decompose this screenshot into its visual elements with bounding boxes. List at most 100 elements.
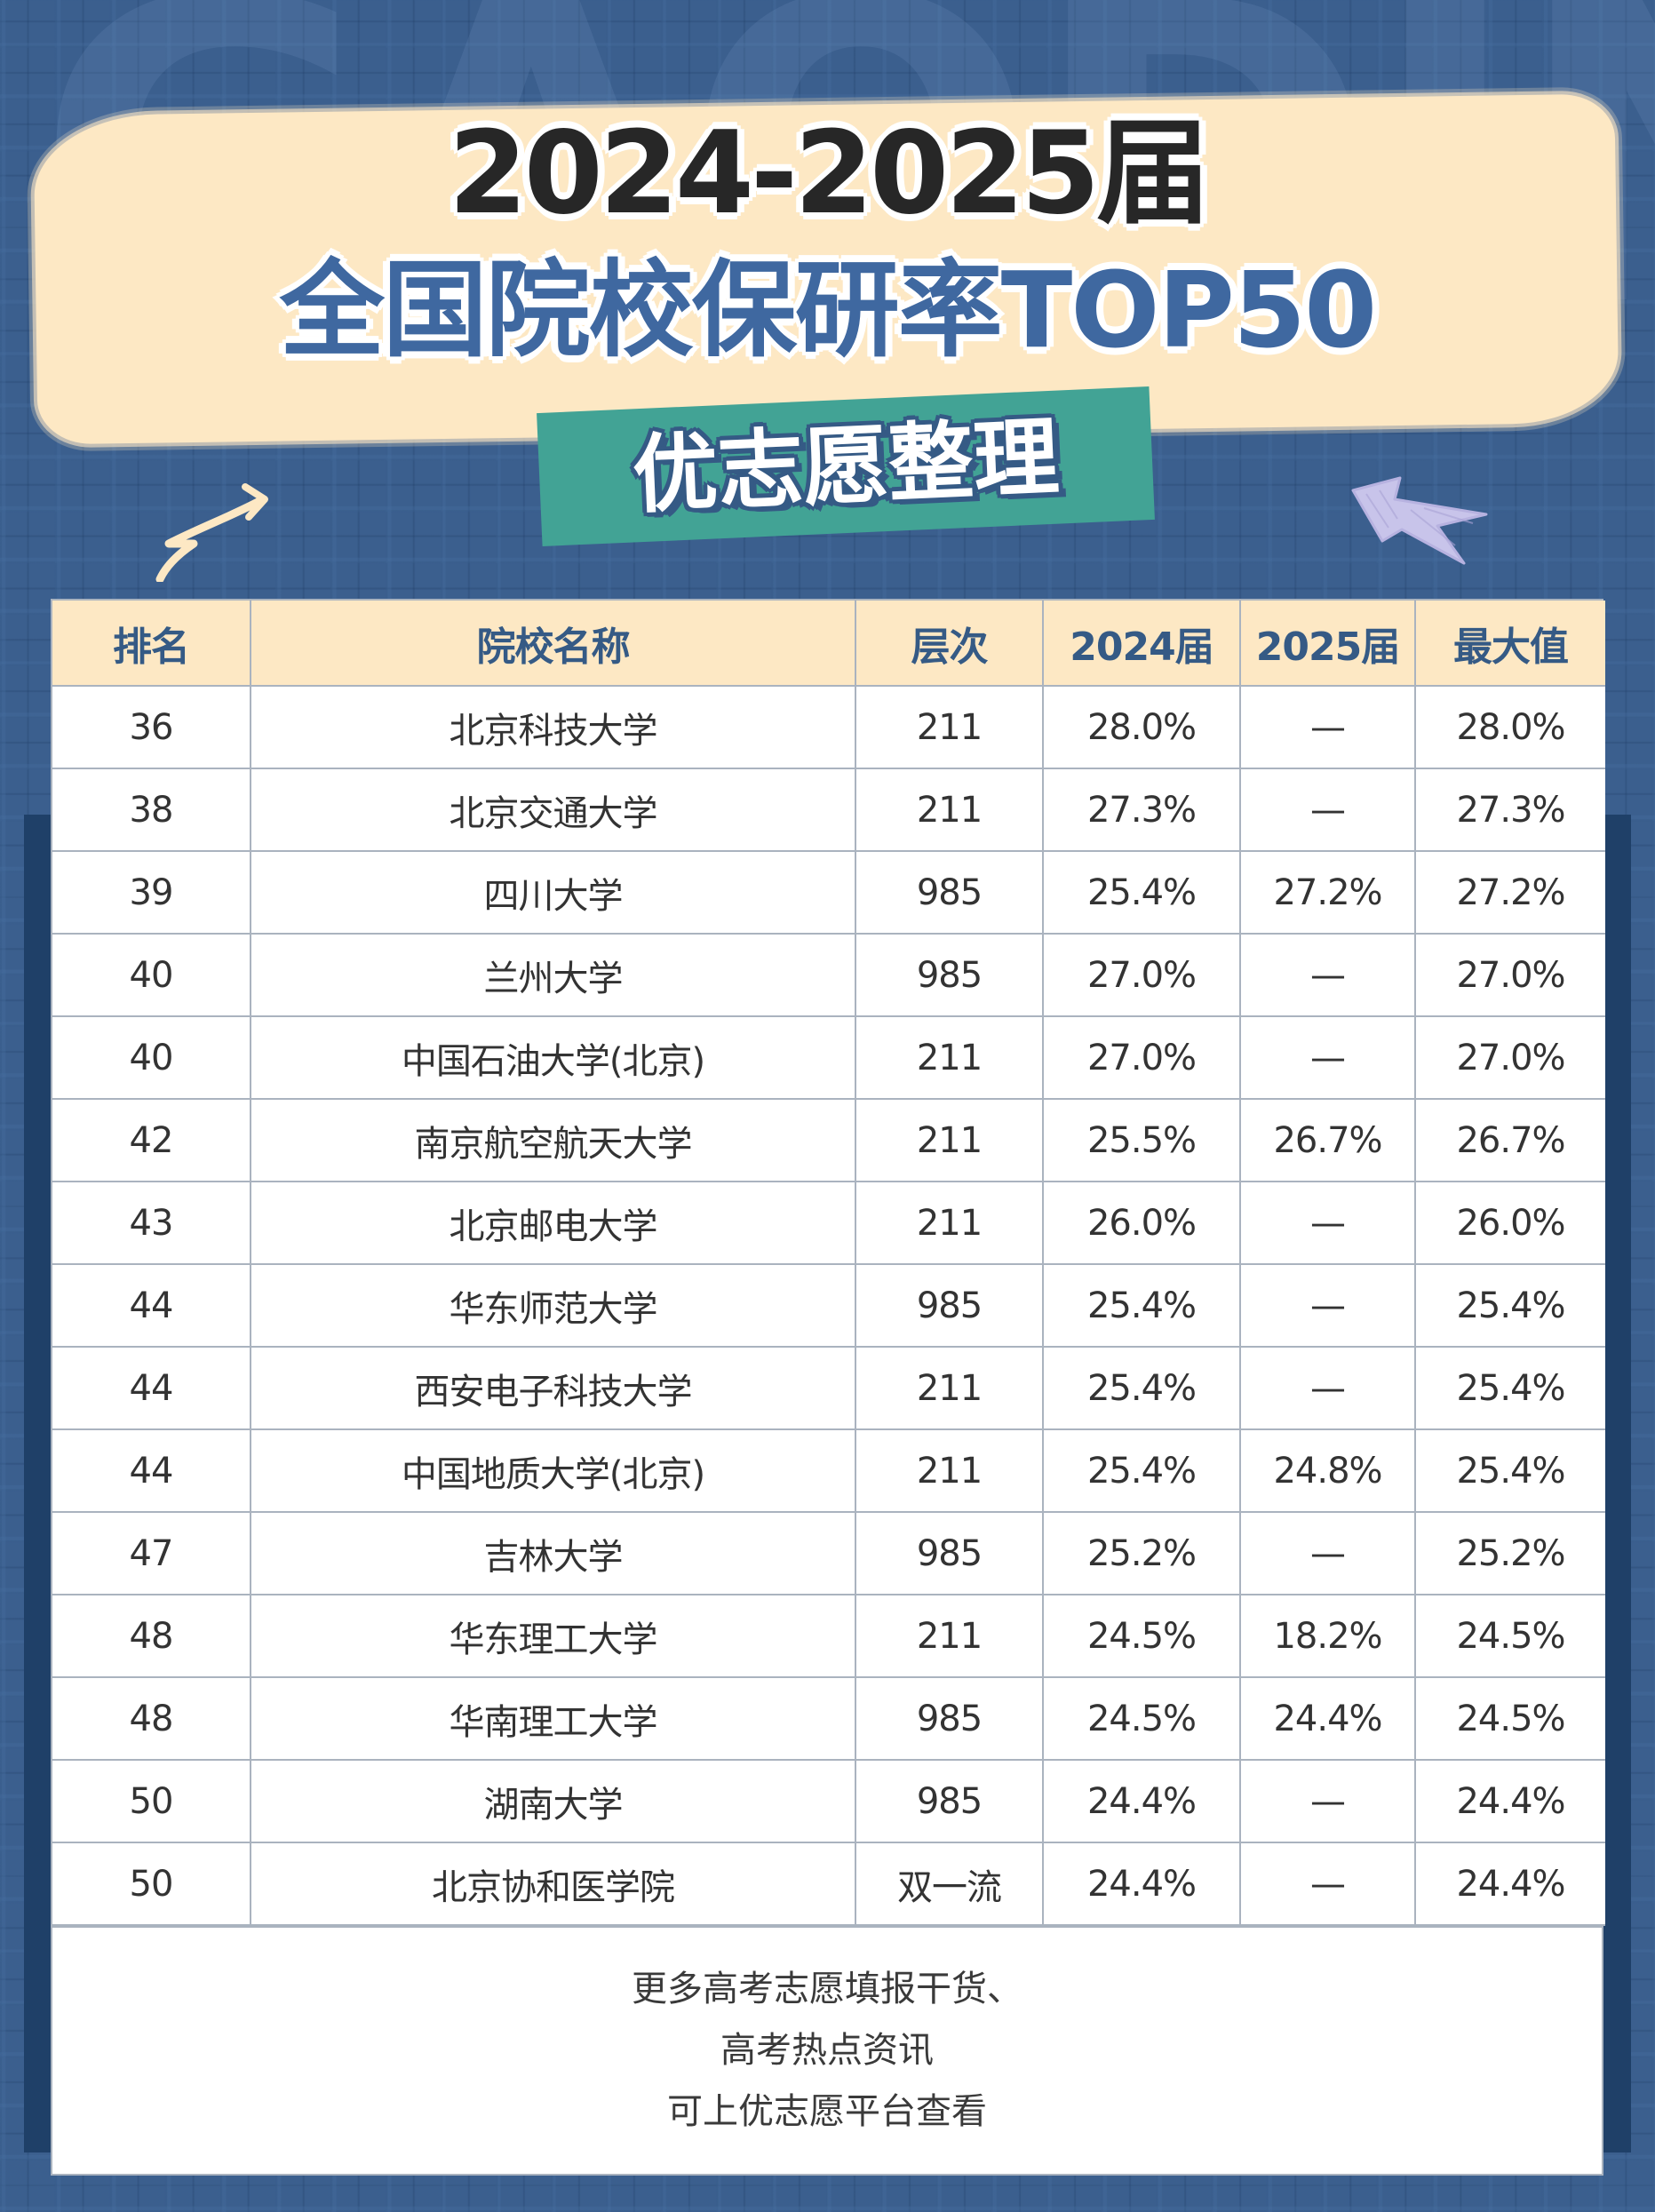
cell-level: 211 — [855, 685, 1044, 769]
cell-rank: 47 — [52, 1511, 251, 1595]
table-row: 36 北京科技大学 211 28.0% —28.0% — [52, 685, 1605, 769]
table-row: 50 北京协和医学院 双一流 24.4% —24.4% — [52, 1842, 1605, 1926]
cell-rank: 40 — [52, 933, 251, 1017]
source-badge: 优志愿整理 — [537, 386, 1155, 546]
cell-rank: 50 — [52, 1759, 251, 1843]
cell-level: 985 — [855, 850, 1044, 935]
cell-school: 北京协和医学院 — [250, 1842, 856, 1926]
column-header-max: 最大值 — [1414, 601, 1605, 687]
cell-max: 26.0% — [1414, 1181, 1605, 1265]
cell-2025: — — [1239, 768, 1416, 852]
table-row: 43 北京邮电大学 211 26.0% —26.0% — [52, 1181, 1605, 1265]
cell-2024: 27.3% — [1042, 768, 1241, 852]
cell-rank: 42 — [52, 1098, 251, 1182]
cell-2025: — — [1239, 1263, 1416, 1348]
cell-max: 24.5% — [1414, 1676, 1605, 1761]
cell-school: 南京航空航天大学 — [250, 1098, 856, 1182]
cell-level: 双一流 — [855, 1842, 1044, 1926]
cell-rank: 48 — [52, 1594, 251, 1678]
table-row: 44 华东师范大学 985 25.4% —25.4% — [52, 1263, 1605, 1348]
cell-level: 211 — [855, 1428, 1044, 1513]
cell-max: 25.4% — [1414, 1428, 1605, 1513]
cell-school: 兰州大学 — [250, 933, 856, 1017]
cell-max: 27.3% — [1414, 768, 1605, 852]
cell-2024: 24.5% — [1042, 1594, 1241, 1678]
ranking-table: 排名 院校名称 层次 2024届 2025届 最大值 36 北京科技大学 211 28… — [52, 601, 1605, 1926]
cell-level: 211 — [855, 768, 1044, 852]
cell-2025: — — [1239, 1346, 1416, 1430]
cell-2024: 25.4% — [1042, 1263, 1241, 1348]
cell-school: 西安电子科技大学 — [250, 1346, 856, 1430]
cell-2024: 25.5% — [1042, 1098, 1241, 1182]
cell-rank: 40 — [52, 1015, 251, 1100]
cell-max: 24.4% — [1414, 1759, 1605, 1843]
cell-2025: — — [1239, 1759, 1416, 1843]
table-row: 39 四川大学 985 25.4% 27.2% 27.2% — [52, 850, 1605, 935]
table-row: 44 西安电子科技大学 211 25.4% —25.4% — [52, 1346, 1605, 1430]
column-header-school: 院校名称 — [250, 601, 856, 687]
squiggle-arrow-icon — [155, 483, 268, 582]
cell-max: 27.2% — [1414, 850, 1605, 935]
cell-level: 211 — [855, 1181, 1044, 1265]
cell-rank: 50 — [52, 1842, 251, 1926]
cell-2024: 27.0% — [1042, 1015, 1241, 1100]
cell-school: 华东师范大学 — [250, 1263, 856, 1348]
cell-school: 北京邮电大学 — [250, 1181, 856, 1265]
cell-2025: — — [1239, 1015, 1416, 1100]
cell-2025: — — [1239, 1511, 1416, 1595]
table-header-row: 排名 院校名称 层次 2024届 2025届 最大值 — [52, 601, 1605, 687]
cell-2024: 25.4% — [1042, 1346, 1241, 1430]
cell-2024: 26.0% — [1042, 1181, 1241, 1265]
cell-2025: 24.8% — [1239, 1428, 1416, 1513]
column-header-2025: 2025届 — [1239, 601, 1416, 687]
footer-note: 更多高考志愿填报干货、 高考热点资讯 可上优志愿平台查看 — [52, 1926, 1602, 2174]
cell-school: 北京交通大学 — [250, 768, 856, 852]
page-title: 全国院校保研率TOP50 — [279, 249, 1378, 371]
pointer-arrow-icon — [1351, 476, 1488, 565]
cell-rank: 44 — [52, 1428, 251, 1513]
cell-2024: 24.5% — [1042, 1676, 1241, 1761]
cell-school: 中国地质大学(北京) — [250, 1428, 856, 1513]
cell-max: 27.0% — [1414, 1015, 1605, 1100]
cell-2024: 24.4% — [1042, 1759, 1241, 1843]
cell-school: 华东理工大学 — [250, 1594, 856, 1678]
cell-2024: 27.0% — [1042, 933, 1241, 1017]
cell-school: 华南理工大学 — [250, 1676, 856, 1761]
cell-school: 吉林大学 — [250, 1511, 856, 1595]
cell-school: 湖南大学 — [250, 1759, 856, 1843]
cell-level: 211 — [855, 1098, 1044, 1182]
cell-2025: — — [1239, 1842, 1416, 1926]
cell-rank: 39 — [52, 850, 251, 935]
cell-2025: — — [1239, 933, 1416, 1017]
cell-2025: 26.7% — [1239, 1098, 1416, 1182]
cell-2024: 28.0% — [1042, 685, 1241, 769]
table-row: 48 华南理工大学 985 24.5% 24.4% 24.5% — [52, 1676, 1605, 1761]
footer-line: 高考热点资讯 — [720, 2030, 934, 2071]
table-row: 40 中国石油大学(北京) 211 27.0% —27.0% — [52, 1015, 1605, 1100]
cell-2025: 27.2% — [1239, 850, 1416, 935]
page-title-year: 2024-2025届 — [448, 107, 1211, 240]
table-row: 40 兰州大学 985 27.0% —27.0% — [52, 933, 1605, 1017]
cell-2025: 24.4% — [1239, 1676, 1416, 1761]
cell-level: 211 — [855, 1015, 1044, 1100]
table-row: 48 华东理工大学 211 24.5% 18.2% 24.5% — [52, 1594, 1605, 1678]
cell-school: 四川大学 — [250, 850, 856, 935]
cell-rank: 43 — [52, 1181, 251, 1265]
cell-2024: 25.4% — [1042, 850, 1241, 935]
table-row: 44 中国地质大学(北京) 211 25.4% 24.8% 25.4% — [52, 1428, 1605, 1513]
cell-max: 27.0% — [1414, 933, 1605, 1017]
cell-school: 北京科技大学 — [250, 685, 856, 769]
cell-level: 985 — [855, 933, 1044, 1017]
footer-line: 可上优志愿平台查看 — [667, 2091, 987, 2132]
cell-max: 28.0% — [1414, 685, 1605, 769]
column-header-2024: 2024届 — [1042, 601, 1241, 687]
cell-level: 985 — [855, 1759, 1044, 1843]
cell-level: 985 — [855, 1511, 1044, 1595]
table-row: 50 湖南大学 985 24.4% —24.4% — [52, 1759, 1605, 1843]
cell-rank: 44 — [52, 1346, 251, 1430]
cell-2024: 25.4% — [1042, 1428, 1241, 1513]
ranking-table-card: 排名 院校名称 层次 2024届 2025届 最大值 36 北京科技大学 211 28… — [51, 599, 1605, 2176]
cell-2024: 25.2% — [1042, 1511, 1241, 1595]
cell-max: 24.5% — [1414, 1594, 1605, 1678]
cell-rank: 48 — [52, 1676, 251, 1761]
